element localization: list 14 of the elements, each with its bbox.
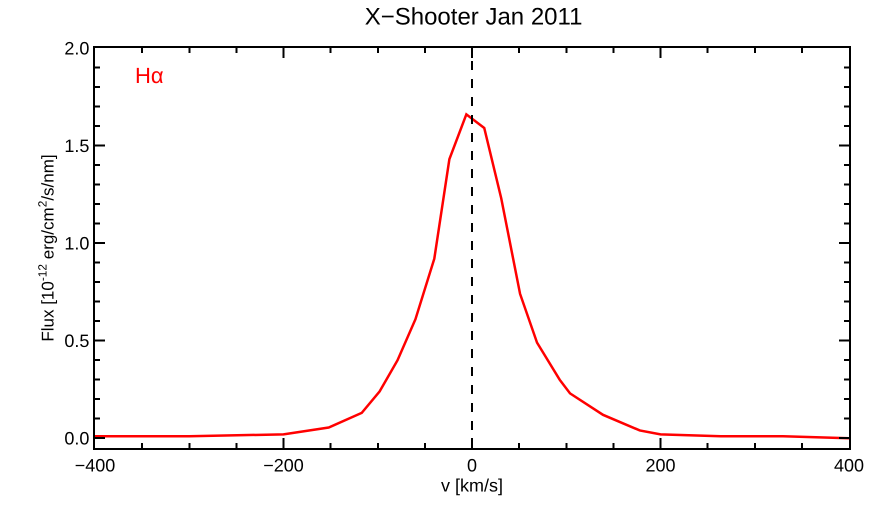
x-tick-label: 400 <box>834 456 864 476</box>
x-tick-label: 200 <box>645 456 676 476</box>
y-tick-label: 1.5 <box>64 136 90 156</box>
x-tick-label: −400 <box>74 456 116 476</box>
x-tick-label: −200 <box>263 456 304 476</box>
x-axis-title: v [km/s] <box>441 476 503 496</box>
chart-title: X−Shooter Jan 2011 <box>364 4 582 31</box>
y-tick-label: 2.0 <box>64 38 90 58</box>
y-tick-label: 0.5 <box>64 330 90 351</box>
y-tick-label: 0.0 <box>64 428 90 449</box>
x-tick-label: 0 <box>466 456 478 476</box>
line-series <box>95 113 849 440</box>
text: Hα <box>135 63 164 88</box>
y-tick-label: 1.0 <box>64 233 90 254</box>
